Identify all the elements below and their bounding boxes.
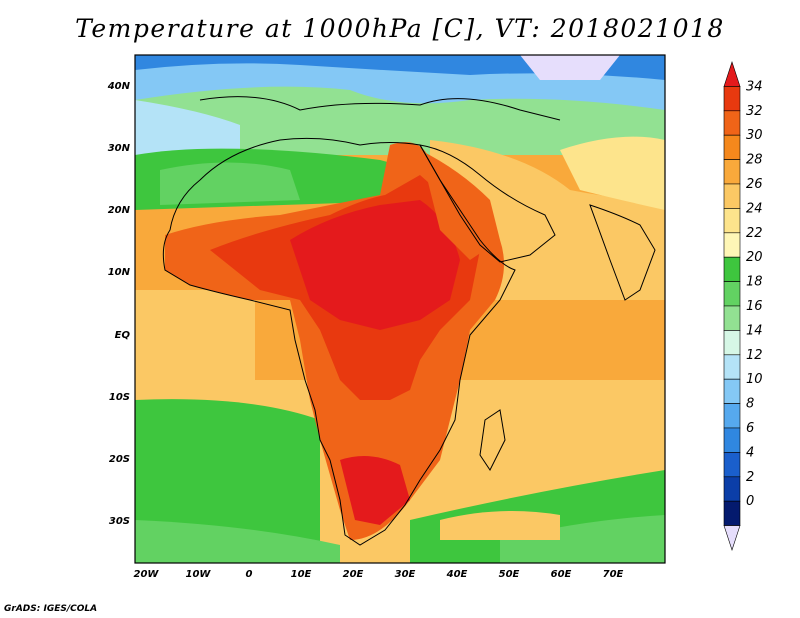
lon-tick: 70E bbox=[603, 569, 624, 580]
lon-tick: 10W bbox=[186, 569, 212, 580]
colorbar-label: 34 bbox=[746, 79, 763, 94]
lat-tick: 10N bbox=[108, 267, 131, 278]
lat-tick: 30S bbox=[109, 516, 130, 527]
lon-tick: 0 bbox=[246, 569, 253, 580]
colorbar-swatch bbox=[723, 256, 741, 282]
colorbar-swatch bbox=[723, 500, 741, 526]
africa-outline bbox=[162, 137, 516, 546]
lon-tick: 10E bbox=[291, 569, 312, 580]
latitude-axis: 40N 30N 20N 10N EQ 10S 20S 30S bbox=[107, 81, 131, 527]
colorbar-label: 16 bbox=[746, 299, 763, 314]
coastlines bbox=[162, 96, 656, 546]
temperature-field bbox=[135, 55, 665, 563]
colorbar-label: 32 bbox=[746, 104, 763, 119]
footer-credit: GrADS: IGES/COLA bbox=[4, 604, 98, 614]
colorbar-swatch bbox=[723, 525, 741, 551]
map-frame bbox=[134, 54, 666, 564]
colorbar-label: 2 bbox=[746, 470, 754, 485]
colorbar-label: 14 bbox=[746, 323, 763, 338]
arabia-outline bbox=[419, 144, 556, 263]
lat-tick: 40N bbox=[107, 81, 131, 92]
colorbar-swatch bbox=[723, 452, 741, 478]
colorbar-label: 12 bbox=[746, 348, 763, 363]
lat-tick: 30N bbox=[108, 143, 131, 154]
colorbar-swatch bbox=[723, 403, 741, 429]
colorbar-label: 18 bbox=[746, 275, 763, 290]
colorbar-label: 28 bbox=[746, 153, 763, 168]
lon-tick: 20E bbox=[343, 569, 364, 580]
colorbar-label: 20 bbox=[746, 250, 763, 265]
lon-tick: 50E bbox=[499, 569, 520, 580]
colorbar-swatch bbox=[723, 281, 741, 307]
colorbar-label: 6 bbox=[746, 421, 754, 436]
lat-tick: 20N bbox=[108, 205, 131, 216]
colorbar-label: 30 bbox=[746, 128, 763, 143]
lon-tick: 30E bbox=[395, 569, 416, 580]
india-outline bbox=[589, 204, 656, 301]
colorbar-swatch bbox=[723, 110, 741, 136]
colorbar-label: 22 bbox=[746, 226, 763, 241]
longitude-axis: 20W 10W 0 10E 20E 30E 40E 50E 60E 70E bbox=[134, 569, 624, 580]
colorbar-swatch bbox=[723, 427, 741, 453]
colorbar-swatch bbox=[723, 208, 741, 234]
colorbar-label: 4 bbox=[746, 445, 754, 460]
lat-tick: 20S bbox=[109, 454, 130, 465]
lon-tick: 40E bbox=[446, 569, 468, 580]
colorbar-swatch bbox=[723, 86, 741, 112]
colorbar-swatch bbox=[723, 354, 741, 380]
lon-tick: 60E bbox=[551, 569, 572, 580]
colorbar-swatch bbox=[723, 159, 741, 185]
colorbar-label: 8 bbox=[746, 397, 754, 412]
colorbar-swatch bbox=[723, 61, 741, 87]
colorbar-swatch bbox=[723, 232, 741, 258]
mediterranean-outline bbox=[199, 96, 561, 121]
colorbar-label: 10 bbox=[746, 372, 763, 387]
lon-tick: 20W bbox=[134, 569, 160, 580]
lat-tick: EQ bbox=[115, 330, 131, 341]
map-title: Temperature at 1000hPa [C], VT: 20180210… bbox=[75, 14, 725, 43]
colorbar-swatch bbox=[723, 183, 741, 209]
colorbar-swatch bbox=[723, 330, 741, 356]
colorbar-swatch bbox=[723, 476, 741, 502]
colorbar-swatch bbox=[723, 134, 741, 160]
colorbar-swatch bbox=[723, 305, 741, 331]
colorbar-label: 26 bbox=[746, 177, 763, 192]
lat-tick: 10S bbox=[109, 392, 130, 403]
colorbar-label: 0 bbox=[746, 494, 754, 509]
colorbar-swatch bbox=[723, 378, 741, 404]
colorbar-label: 24 bbox=[746, 201, 763, 216]
madagascar-outline bbox=[479, 409, 506, 471]
